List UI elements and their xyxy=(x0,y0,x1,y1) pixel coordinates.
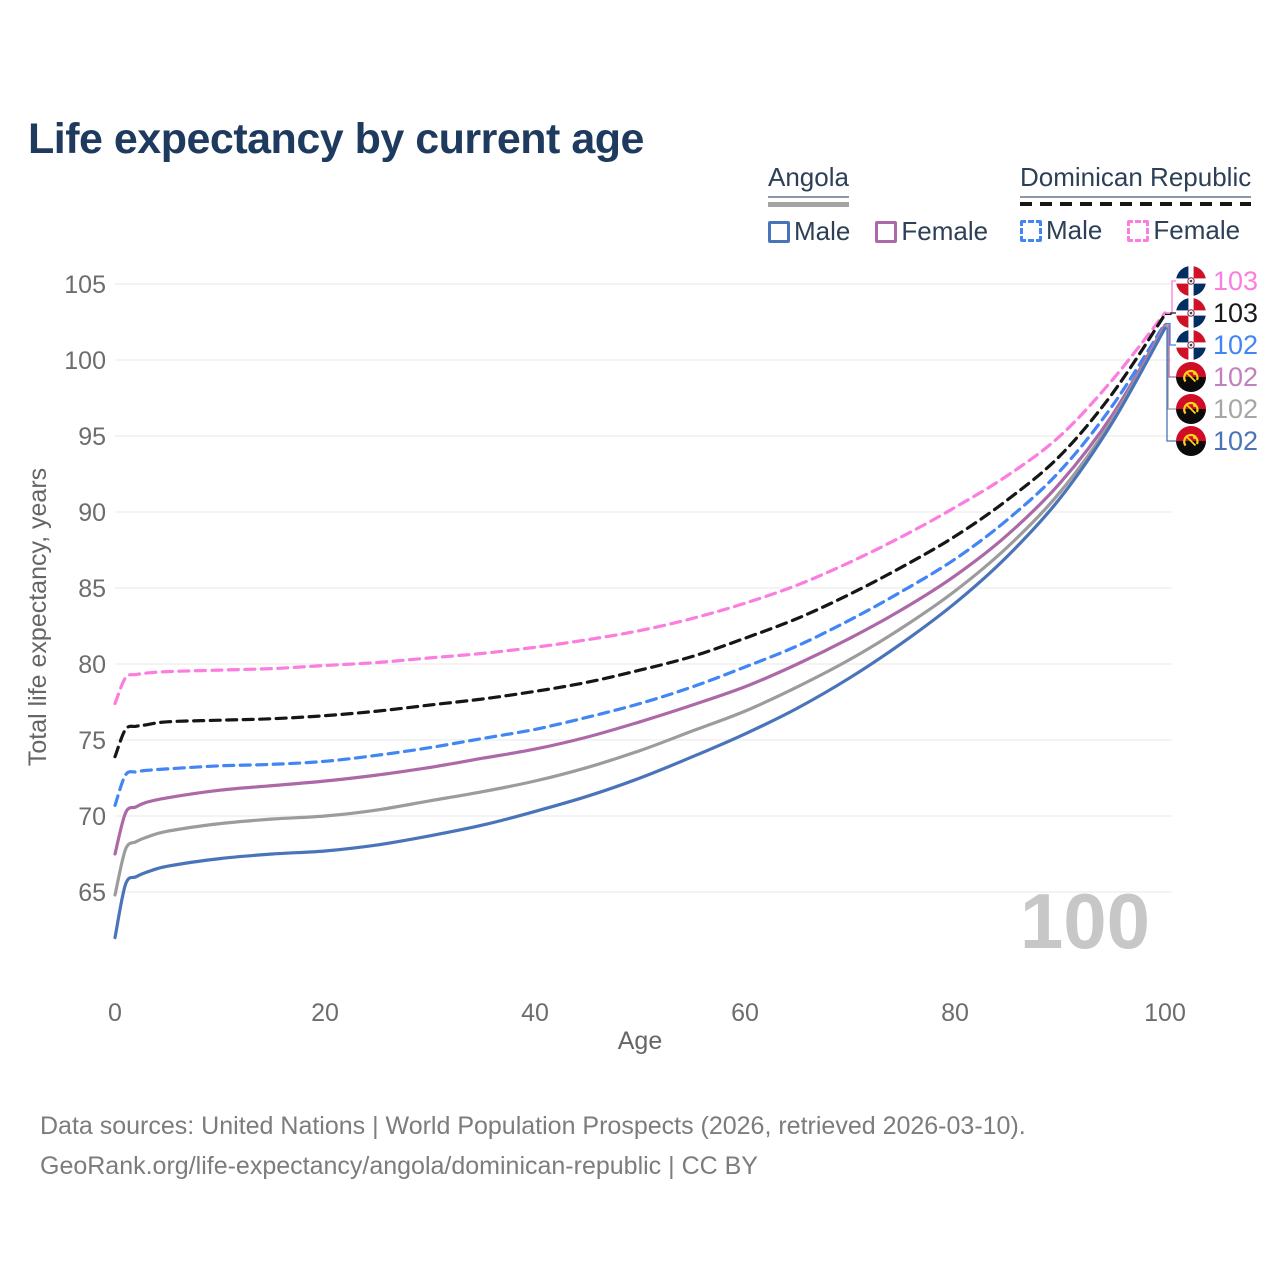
legend-item-dr-female[interactable]: Female xyxy=(1127,215,1240,246)
y-tick-label: 105 xyxy=(64,271,106,299)
x-tick-label: 100 xyxy=(1144,999,1186,1027)
end-value-label: 103 xyxy=(1213,297,1259,328)
series-line-angola-male xyxy=(113,326,1167,940)
page-title: Life expectancy by current age xyxy=(28,114,644,163)
legend-angola-title: Angola xyxy=(768,162,849,198)
series-end-label: 103 xyxy=(1176,297,1258,329)
footer: Data sources: United Nations | World Pop… xyxy=(40,1106,1026,1186)
series-line-dominican-republic-female xyxy=(113,311,1167,706)
y-tick-label: 80 xyxy=(78,651,106,679)
legend-group-dominican-republic: Dominican Republic Male Female xyxy=(1020,162,1252,246)
attribution-line: GeoRank.org/life-expectancy/angola/domin… xyxy=(40,1152,758,1180)
angola-flag-icon xyxy=(1176,394,1206,424)
angola-female-swatch-icon xyxy=(875,220,898,243)
dr-male-swatch-icon xyxy=(1020,219,1042,242)
end-value-label: 102 xyxy=(1213,425,1259,456)
legend-group-angola: Angola Male Female xyxy=(768,162,988,247)
legend-dr-header: Dominican Republic xyxy=(1020,162,1252,206)
series-end-label: 102 xyxy=(1176,361,1258,393)
end-value-label: 103 xyxy=(1213,265,1259,296)
legend-dr-female-label: Female xyxy=(1153,215,1241,245)
x-tick-label: 60 xyxy=(731,999,759,1027)
angola-male-swatch-icon xyxy=(768,220,790,243)
series-end-label: 102 xyxy=(1176,425,1258,457)
y-axis-title: Total life expectancy, years xyxy=(24,468,52,766)
series-end-label: 103 xyxy=(1176,265,1258,297)
angola-flag-icon xyxy=(1176,426,1206,456)
series-end-label: 102 xyxy=(1176,393,1258,425)
y-tick-label: 90 xyxy=(78,499,106,527)
x-tick-label: 80 xyxy=(941,999,969,1027)
legend-angola-header: Angola xyxy=(768,162,849,207)
series-line-dominican-republic-all xyxy=(113,312,1167,759)
y-tick-label: 85 xyxy=(78,575,106,603)
leader-line xyxy=(1165,324,1176,378)
age-watermark: 100 xyxy=(1020,877,1150,965)
legend-item-angola-female[interactable]: Female xyxy=(875,216,988,247)
y-tick-label: 70 xyxy=(78,803,106,831)
y-tick-label: 95 xyxy=(78,423,106,451)
leader-line xyxy=(1165,280,1176,314)
leader-line xyxy=(1165,322,1176,346)
series-line-dominican-republic-male xyxy=(113,321,1167,807)
legend-angola-female-label: Female xyxy=(901,216,989,246)
x-tick-label: 0 xyxy=(108,999,122,1027)
x-axis-title: Age xyxy=(618,1027,662,1055)
angola-flag-icon xyxy=(1176,362,1206,392)
series-line-angola-female xyxy=(113,323,1167,856)
dr-female-swatch-icon xyxy=(1127,219,1150,242)
legend-dr-title: Dominican Republic xyxy=(1020,162,1252,198)
series-line-angola-all xyxy=(113,325,1167,897)
data-sources-line: Data sources: United Nations | World Pop… xyxy=(40,1112,1026,1140)
x-tick-label: 40 xyxy=(521,999,549,1027)
legend-item-dr-male[interactable]: Male xyxy=(1020,215,1102,246)
y-tick-label: 100 xyxy=(64,347,106,375)
series-end-label: 102 xyxy=(1176,329,1258,361)
legend-dr-male-label: Male xyxy=(1046,215,1103,245)
legend-angola-male-label: Male xyxy=(794,216,851,246)
dr-all-line-swatch xyxy=(1020,202,1252,206)
dominican-republic-flag-icon xyxy=(1176,298,1206,328)
dominican-republic-flag-icon xyxy=(1176,266,1206,296)
legend-item-angola-male[interactable]: Male xyxy=(768,216,850,247)
y-tick-label: 65 xyxy=(78,879,106,907)
x-tick-label: 20 xyxy=(311,999,339,1027)
angola-all-line-swatch xyxy=(768,202,849,207)
end-value-label: 102 xyxy=(1213,393,1259,424)
end-value-label: 102 xyxy=(1213,329,1259,360)
y-tick-label: 75 xyxy=(78,727,106,755)
end-value-label: 102 xyxy=(1213,361,1259,392)
dominican-republic-flag-icon xyxy=(1176,330,1206,360)
leader-line xyxy=(1165,312,1176,316)
